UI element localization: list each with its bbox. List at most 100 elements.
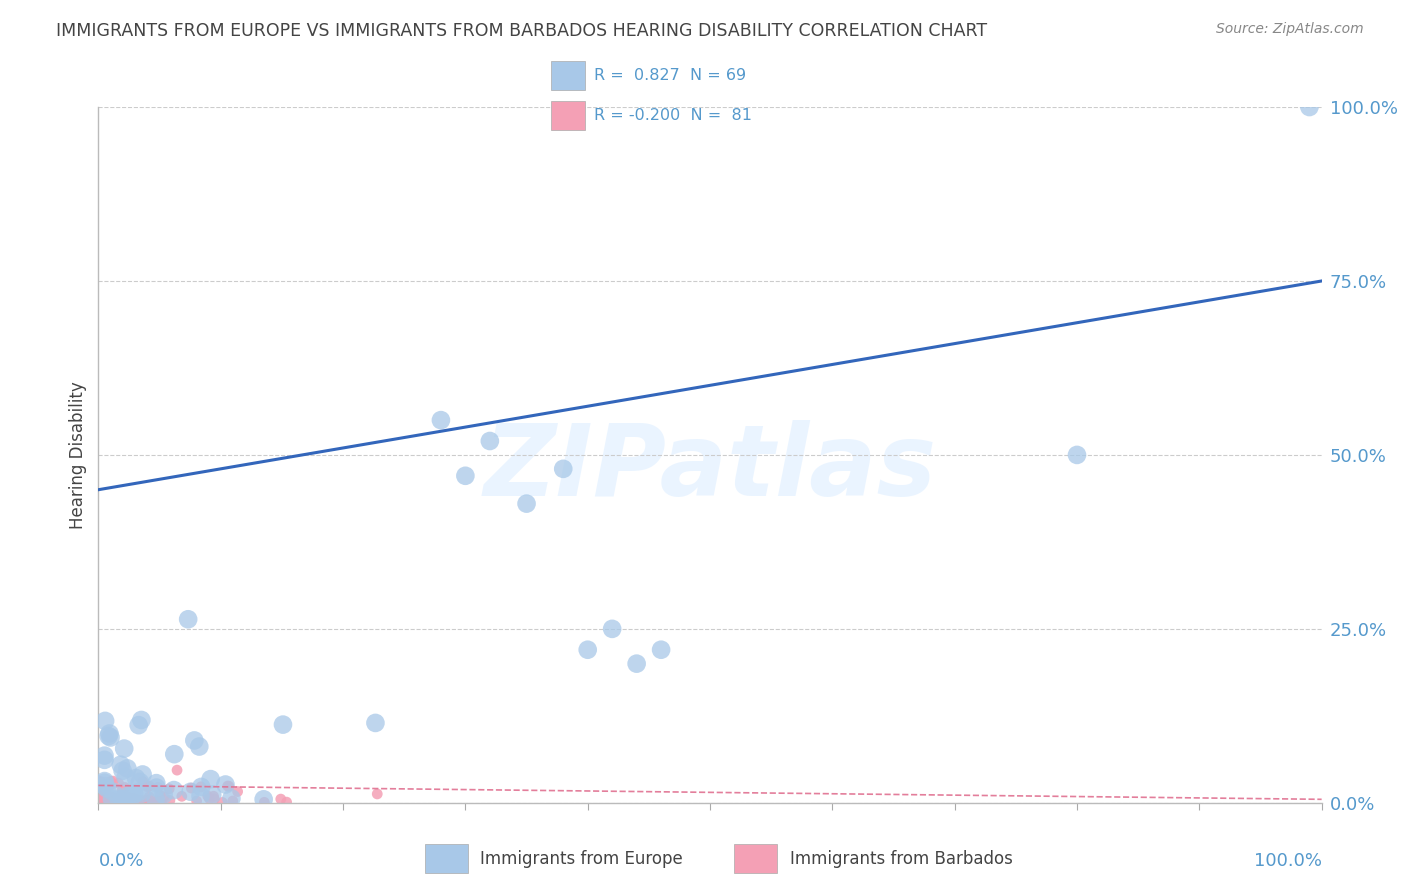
Point [107, 791, 129, 805]
Point [276, 795, 298, 809]
Point [111, 792, 134, 806]
Point [89, 795, 111, 809]
Point [145, 792, 167, 806]
Point [101, 784, 124, 798]
Point [105, 793, 128, 807]
Point [101, 774, 124, 789]
Point [211, 796, 233, 810]
Point [91, 796, 114, 810]
Point [100, 795, 122, 809]
Point [93, 775, 115, 789]
Point [125, 792, 148, 806]
Point [197, 789, 219, 803]
Point [128, 785, 150, 799]
Point [118, 796, 141, 810]
Point [129, 793, 152, 807]
Point [94, 786, 117, 800]
Text: 100.0%: 100.0% [1254, 852, 1322, 870]
Point [117, 790, 139, 805]
Point [98, 726, 121, 740]
Point [101, 796, 124, 810]
Point [89, 774, 111, 789]
Point [128, 718, 150, 732]
Point [364, 715, 387, 730]
Point [202, 792, 225, 806]
Point [478, 434, 501, 448]
Point [120, 792, 142, 806]
Point [100, 793, 122, 807]
Point [136, 780, 159, 794]
Point [138, 789, 160, 804]
Point [93, 774, 115, 789]
Text: R = -0.200  N =  81: R = -0.200 N = 81 [593, 108, 752, 123]
Point [145, 780, 167, 795]
Point [97, 729, 120, 743]
Point [111, 764, 134, 778]
Point [112, 741, 135, 756]
Point [180, 781, 202, 796]
Point [190, 780, 212, 794]
Point [152, 788, 174, 802]
Point [110, 757, 132, 772]
Point [146, 780, 169, 795]
Point [150, 796, 173, 810]
Point [1066, 448, 1088, 462]
Point [114, 780, 136, 795]
Point [190, 789, 212, 803]
Bar [551, 101, 585, 130]
Point [93, 794, 115, 808]
Point [430, 413, 453, 427]
Point [127, 793, 149, 807]
Point [146, 793, 169, 807]
Point [131, 713, 153, 727]
Point [97, 796, 120, 810]
Point [143, 796, 166, 810]
Point [93, 787, 115, 801]
Point [253, 792, 276, 806]
Point [101, 792, 124, 806]
Point [145, 776, 167, 790]
Text: IMMIGRANTS FROM EUROPE VS IMMIGRANTS FROM BARBADOS HEARING DISABILITY CORRELATIO: IMMIGRANTS FROM EUROPE VS IMMIGRANTS FRO… [56, 22, 987, 40]
Point [222, 794, 245, 808]
Point [516, 497, 538, 511]
Point [96, 781, 118, 796]
Point [202, 789, 225, 804]
Point [218, 779, 240, 793]
Point [100, 774, 122, 789]
Point [146, 795, 169, 809]
Point [271, 717, 294, 731]
Point [576, 642, 599, 657]
Point [100, 731, 122, 745]
Point [138, 793, 160, 807]
Point [97, 790, 120, 805]
Bar [551, 62, 585, 90]
Text: Immigrants from Europe: Immigrants from Europe [481, 849, 683, 868]
Point [149, 795, 172, 809]
Point [98, 778, 121, 792]
Point [89, 795, 111, 809]
Point [131, 787, 153, 801]
Point [201, 788, 224, 802]
Point [90, 775, 112, 789]
Point [115, 790, 138, 805]
Point [107, 792, 129, 806]
Point [190, 780, 212, 794]
Point [93, 748, 115, 763]
Point [454, 468, 477, 483]
Point [93, 753, 115, 767]
Point [112, 790, 135, 805]
Point [253, 795, 276, 809]
Point [626, 657, 648, 671]
Point [117, 761, 139, 775]
Point [183, 733, 205, 747]
Point [214, 778, 236, 792]
Point [111, 796, 134, 810]
Y-axis label: Hearing Disability: Hearing Disability [69, 381, 87, 529]
Text: ZIPatlas: ZIPatlas [484, 420, 936, 517]
Point [226, 784, 249, 798]
Point [650, 642, 672, 657]
Point [600, 622, 623, 636]
Point [89, 789, 111, 804]
Point [163, 783, 186, 797]
Point [105, 791, 128, 805]
